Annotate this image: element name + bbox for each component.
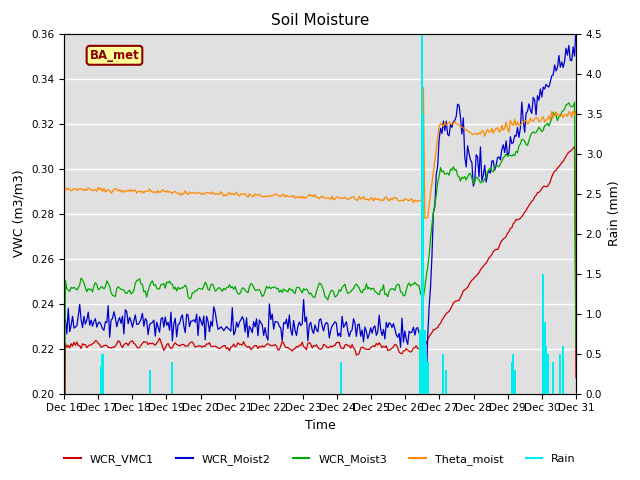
Bar bbox=[148, 370, 150, 394]
Title: Soil Moisture: Soil Moisture bbox=[271, 13, 369, 28]
X-axis label: Time: Time bbox=[305, 419, 335, 432]
Legend: WCR_VMC1, WCR_Moist2, WCR_Moist3, Theta_moist, Rain: WCR_VMC1, WCR_Moist2, WCR_Moist3, Theta_… bbox=[60, 450, 580, 469]
Bar bbox=[422, 114, 424, 394]
Bar bbox=[100, 366, 102, 394]
Bar bbox=[445, 370, 447, 394]
Bar bbox=[543, 322, 546, 394]
Bar bbox=[545, 346, 547, 394]
Y-axis label: VWC (m3/m3): VWC (m3/m3) bbox=[13, 170, 26, 257]
Bar bbox=[559, 354, 561, 394]
Bar bbox=[552, 361, 554, 394]
Bar bbox=[514, 370, 516, 394]
Bar bbox=[547, 354, 548, 394]
Bar bbox=[340, 361, 342, 394]
Bar bbox=[424, 330, 426, 394]
Bar bbox=[419, 330, 422, 394]
Bar bbox=[442, 354, 444, 394]
Bar bbox=[427, 361, 429, 394]
Bar bbox=[425, 354, 428, 394]
Text: BA_met: BA_met bbox=[90, 49, 140, 62]
Bar bbox=[562, 346, 564, 394]
Bar bbox=[511, 361, 513, 394]
Bar bbox=[512, 354, 515, 394]
Y-axis label: Rain (mm): Rain (mm) bbox=[608, 181, 621, 246]
Bar bbox=[102, 354, 104, 394]
Bar bbox=[172, 361, 173, 394]
Bar bbox=[421, 34, 423, 394]
Bar bbox=[542, 274, 544, 394]
